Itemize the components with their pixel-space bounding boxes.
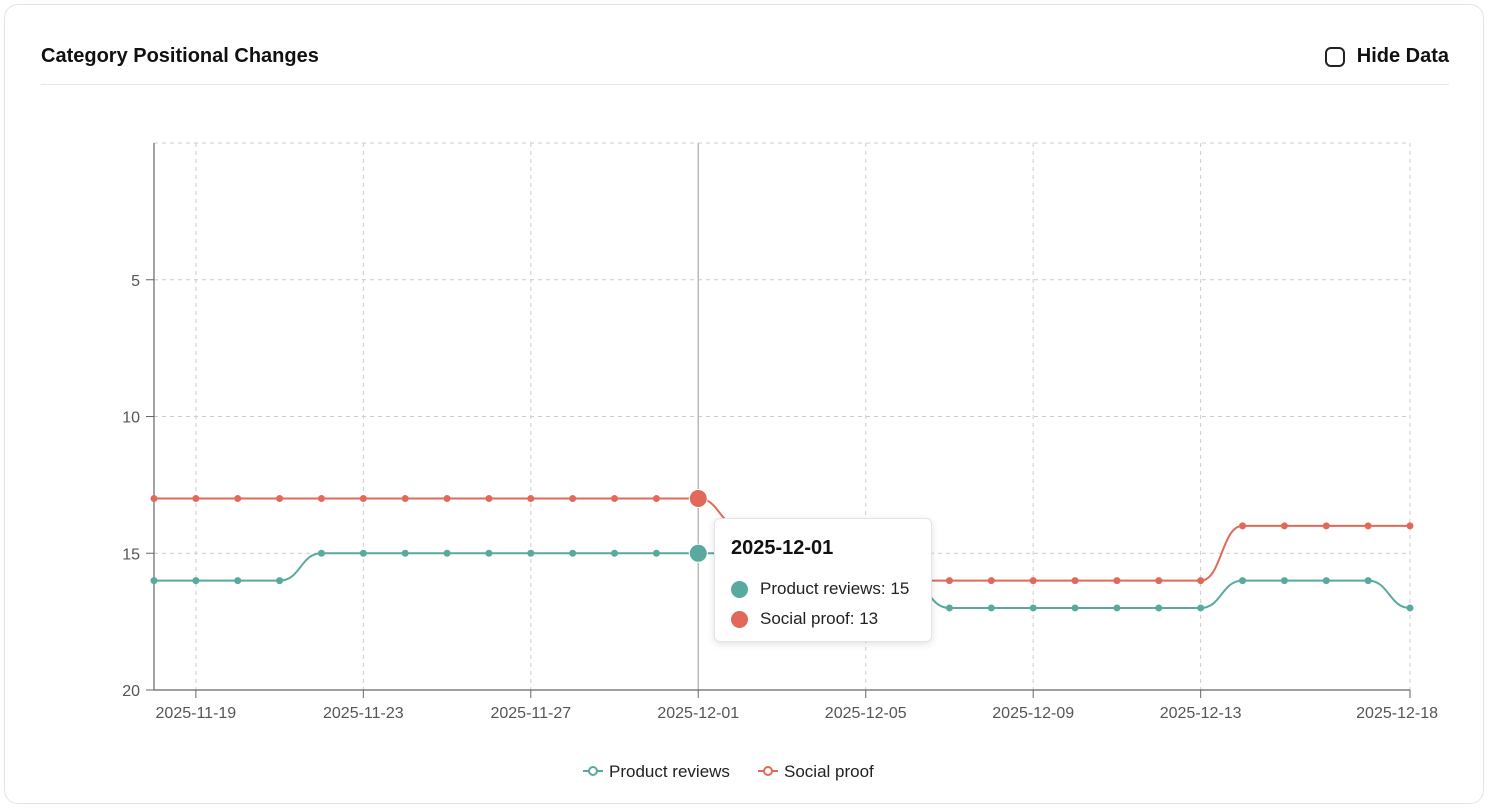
tooltip-dot-product-reviews <box>731 580 748 598</box>
data-point-product_reviews-2025-12-17 <box>1364 577 1372 585</box>
x-tick-label-2025-12-18: 2025-12-18 <box>1356 705 1438 722</box>
hide-data-label: Hide Data <box>1356 45 1449 67</box>
y-tick-label-10: 10 <box>122 410 140 427</box>
tooltip-text-product-reviews: Product reviews: 15 <box>760 579 910 598</box>
legend-label-social_proof: Social proof <box>784 762 874 781</box>
x-tick-label-2025-12-09: 2025-12-09 <box>992 705 1074 722</box>
data-point-social_proof-2025-12-13 <box>1197 577 1205 585</box>
data-point-product_reviews-2025-12-14 <box>1239 577 1247 585</box>
tooltip-date: 2025-12-01 <box>731 537 834 559</box>
data-point-social_proof-2025-11-23 <box>359 495 367 503</box>
legend-marker-social_proof <box>763 766 773 776</box>
y-tick-label-5: 5 <box>131 273 140 290</box>
chart-card: Category Positional Changes Hide Data <box>4 4 1484 804</box>
data-point-social_proof-2025-12-11 <box>1113 577 1121 585</box>
data-point-product_reviews-2025-12-16 <box>1322 577 1330 585</box>
data-point-social_proof-2025-12-09 <box>1029 577 1037 585</box>
data-point-product_reviews-2025-11-27 <box>527 549 535 557</box>
data-point-product_reviews-2025-11-22 <box>317 549 325 557</box>
data-point-social_proof-2025-12-17 <box>1364 522 1372 530</box>
header-divider <box>41 84 1449 85</box>
data-point-social_proof-2025-11-26 <box>485 495 493 503</box>
data-point-product_reviews-2025-12-07 <box>945 604 953 612</box>
data-point-product_reviews-2025-11-20 <box>234 577 242 585</box>
hide-data-toggle[interactable]: Hide Data <box>1324 45 1449 68</box>
data-point-social_proof-2025-11-19 <box>192 495 200 503</box>
tooltip-row-product-reviews: Product reviews: 15 <box>731 574 915 604</box>
data-point-product_reviews-2025-11-21 <box>276 577 284 585</box>
data-point-product_reviews-2025-11-23 <box>359 549 367 557</box>
data-point-social_proof-2025-12-12 <box>1155 577 1163 585</box>
data-point-product_reviews-2025-11-19 <box>192 577 200 585</box>
hide-data-checkbox[interactable] <box>1324 46 1345 67</box>
tooltip-row-social-proof: Social proof: 13 <box>731 604 915 634</box>
data-point-social_proof-2025-11-30 <box>652 495 660 503</box>
data-point-social_proof-2025-11-27 <box>527 495 535 503</box>
card-title: Category Positional Changes <box>41 45 319 67</box>
data-point-product_reviews-2025-11-30 <box>652 549 660 557</box>
data-point-social_proof-2025-12-10 <box>1071 577 1079 585</box>
data-point-product_reviews-2025-12-13 <box>1197 604 1205 612</box>
data-point-social_proof-2025-12-08 <box>987 577 995 585</box>
data-point-product_reviews-2025-12-09 <box>1029 604 1037 612</box>
data-point-social_proof-2025-11-25 <box>443 495 451 503</box>
x-tick-label-2025-11-27: 2025-11-27 <box>490 705 571 722</box>
data-point-social_proof-2025-11-20 <box>234 495 242 503</box>
data-point-product_reviews-2025-12-11 <box>1113 604 1121 612</box>
data-point-social_proof-2025-12-16 <box>1322 522 1330 530</box>
data-point-product_reviews-2025-11-29 <box>611 549 619 557</box>
data-point-product_reviews-2025-11-28 <box>569 549 577 557</box>
data-point-social_proof-2025-11-21 <box>276 495 284 503</box>
x-tick-label-2025-12-05: 2025-12-05 <box>825 705 907 722</box>
y-tick-label-20: 20 <box>122 683 140 700</box>
data-point-product_reviews-2025-12-01 <box>688 543 708 563</box>
y-tick-label-15: 15 <box>122 546 140 563</box>
data-point-social_proof-2025-11-24 <box>401 495 409 503</box>
data-point-product_reviews-2025-11-25 <box>443 549 451 557</box>
data-point-social_proof-2025-11-28 <box>569 495 577 503</box>
data-point-product_reviews-2025-12-15 <box>1280 577 1288 585</box>
legend-marker-product_reviews <box>588 766 598 776</box>
data-point-social_proof-2025-12-07 <box>945 577 953 585</box>
x-tick-label-2025-11-23: 2025-11-23 <box>323 705 404 722</box>
x-tick-label-2025-11-19: 2025-11-19 <box>156 705 237 722</box>
legend-label-product_reviews: Product reviews <box>609 762 730 781</box>
data-point-social_proof-2025-11-29 <box>611 495 619 503</box>
data-point-product_reviews-2025-11-18 <box>150 577 158 585</box>
data-point-social_proof-2025-12-01 <box>688 489 708 509</box>
data-point-social_proof-2025-11-18 <box>150 495 158 503</box>
data-point-social_proof-2025-12-14 <box>1239 522 1247 530</box>
data-point-product_reviews-2025-11-24 <box>401 549 409 557</box>
data-point-product_reviews-2025-12-10 <box>1071 604 1079 612</box>
chart-tooltip: 2025-12-01 Product reviews: 15 Social pr… <box>714 518 932 642</box>
data-point-social_proof-2025-11-22 <box>317 495 325 503</box>
data-point-product_reviews-2025-12-08 <box>987 604 995 612</box>
x-tick-label-2025-12-13: 2025-12-13 <box>1160 705 1242 722</box>
tooltip-dot-social-proof <box>731 610 748 628</box>
x-tick-label-2025-12-01: 2025-12-01 <box>657 705 739 722</box>
data-point-product_reviews-2025-11-26 <box>485 549 493 557</box>
data-point-product_reviews-2025-12-18 <box>1406 604 1414 612</box>
data-point-product_reviews-2025-12-12 <box>1155 604 1163 612</box>
data-point-social_proof-2025-12-15 <box>1280 522 1288 530</box>
tooltip-text-social-proof: Social proof: 13 <box>760 609 879 628</box>
data-point-social_proof-2025-12-18 <box>1406 522 1414 530</box>
